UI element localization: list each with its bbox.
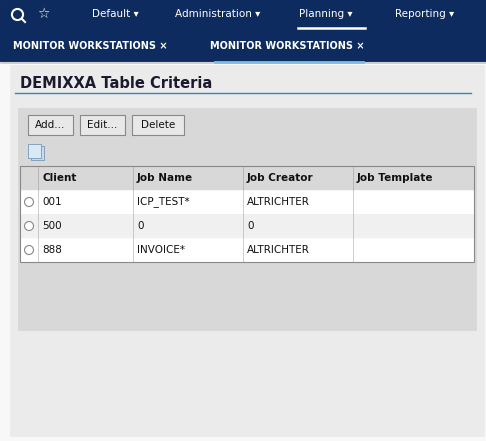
Text: 500: 500	[42, 221, 62, 231]
Text: 888: 888	[42, 245, 62, 255]
Circle shape	[24, 198, 34, 206]
Bar	[20, 166, 474, 262]
Bar	[28, 144, 41, 158]
FancyBboxPatch shape	[28, 115, 73, 135]
FancyBboxPatch shape	[132, 115, 184, 135]
Text: Reporting ▾: Reporting ▾	[396, 9, 454, 19]
Circle shape	[24, 246, 34, 254]
Text: Client: Client	[42, 173, 76, 183]
Bar	[20, 214, 474, 238]
Text: DEMIXXA Table Criteria: DEMIXXA Table Criteria	[20, 76, 212, 91]
Bar	[20, 166, 474, 190]
Circle shape	[24, 221, 34, 231]
Bar	[20, 238, 474, 262]
Text: 001: 001	[42, 197, 62, 207]
Bar	[20, 190, 474, 214]
Text: Edit...: Edit...	[87, 120, 118, 130]
Text: 0: 0	[247, 221, 254, 231]
Text: Administration ▾: Administration ▾	[175, 9, 260, 19]
Text: ALTRICHTER: ALTRICHTER	[247, 197, 310, 207]
Text: MONITOR WORKSTATIONS ×: MONITOR WORKSTATIONS ×	[210, 41, 364, 51]
Text: ICP_TEST*: ICP_TEST*	[137, 197, 190, 207]
Bar	[31, 146, 44, 160]
Text: ALTRICHTER: ALTRICHTER	[247, 245, 310, 255]
Text: MONITOR WORKSTATIONS ×: MONITOR WORKSTATIONS ×	[13, 41, 167, 51]
Bar	[0, 0, 486, 62]
Text: Job Name: Job Name	[137, 173, 193, 183]
Bar	[0, 62, 486, 441]
FancyBboxPatch shape	[80, 115, 125, 135]
Bar	[10, 65, 484, 436]
Text: Default ▾: Default ▾	[92, 9, 139, 19]
Text: Job Template: Job Template	[357, 173, 434, 183]
Text: Planning ▾: Planning ▾	[299, 9, 353, 19]
Text: Add...: Add...	[35, 120, 66, 130]
Text: Delete: Delete	[141, 120, 175, 130]
Text: 0: 0	[137, 221, 143, 231]
Text: Job Creator: Job Creator	[247, 173, 313, 183]
Text: INVOICE*: INVOICE*	[137, 245, 185, 255]
Text: ☆: ☆	[37, 7, 49, 21]
Bar	[18, 108, 476, 330]
